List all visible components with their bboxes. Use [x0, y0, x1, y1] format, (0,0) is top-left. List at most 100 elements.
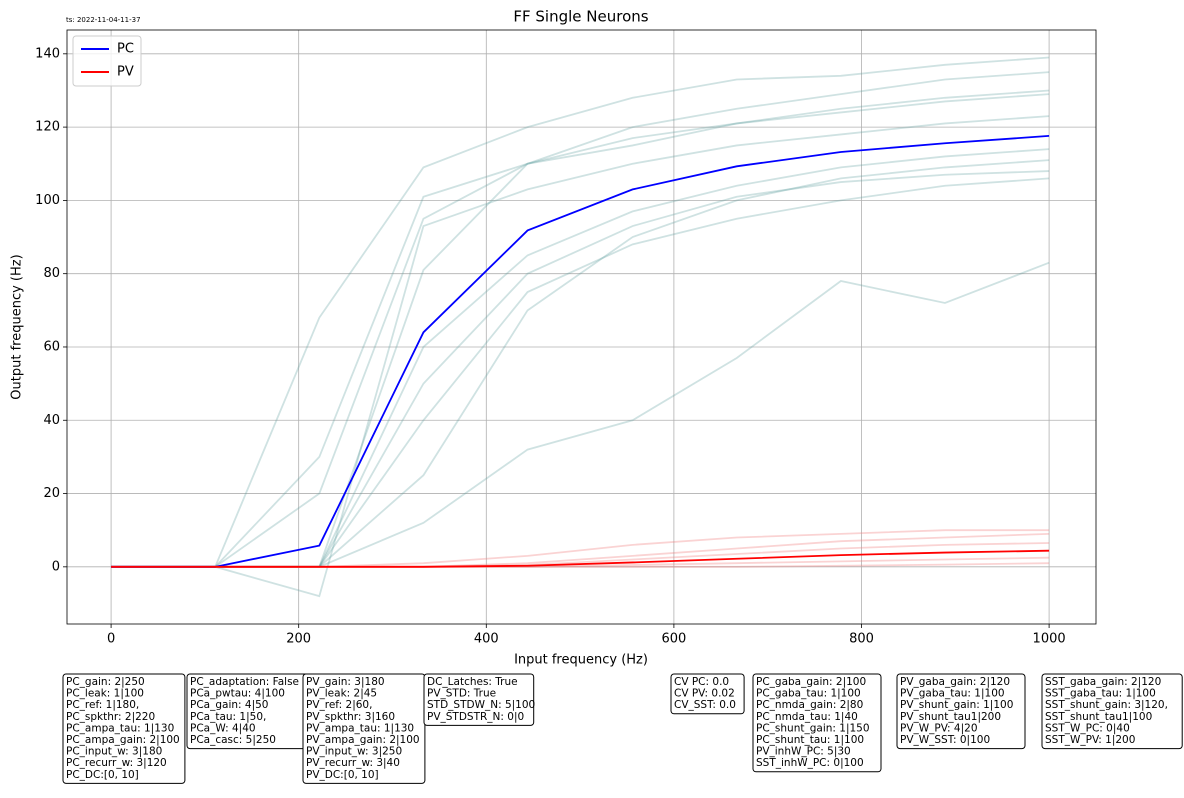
- param-text: PV_ampa_tau: 1|130: [306, 722, 414, 734]
- param-text: PV_shunt_gain: 1|100: [900, 699, 1013, 711]
- param-text: PV_recurr_w: 3|40: [306, 757, 400, 769]
- param-text: PV_spkthr: 3|160: [306, 711, 395, 723]
- timestamp: ts: 2022-11-04-11-37: [66, 16, 141, 24]
- param-text: PC_adaptation: False: [190, 676, 299, 688]
- param-text: PC_shunt_tau: 1|100: [756, 734, 864, 746]
- param-text: PV_ref: 2|60,: [306, 699, 372, 711]
- trace-line: [111, 177, 1050, 568]
- param-text: PCa_casc: 5|250: [190, 734, 276, 746]
- trace-line: [111, 89, 1050, 568]
- param-text: PCa_gain: 4|50: [190, 699, 268, 711]
- x-tick-label: 1000: [1033, 632, 1066, 647]
- series-line: [111, 549, 1050, 568]
- param-text: PV_DC:[0, 10]: [306, 769, 379, 781]
- trace-line: [111, 148, 1050, 568]
- trace-line: [111, 170, 1050, 568]
- param-text: PV_gain: 3|180: [306, 676, 385, 688]
- param-box-frame: [302, 673, 426, 784]
- y-tick-label: 0: [52, 559, 60, 574]
- y-tick-label: 100: [35, 193, 60, 208]
- param-text: PC_input_w: 3|180: [66, 746, 162, 758]
- param-text: PC_ampa_tau: 1|130: [66, 722, 174, 734]
- param-box-frame: [752, 673, 882, 773]
- param-text: PV_leak: 2|45: [306, 688, 377, 700]
- x-tick-label: 800: [849, 632, 874, 647]
- x-tick-label: 600: [661, 632, 686, 647]
- x-axis-label: Input frequency (Hz): [514, 653, 648, 668]
- param-box-frame: [423, 673, 535, 726]
- trace-line: [111, 56, 1050, 568]
- param-text: CV_SST: 0.0: [674, 699, 736, 711]
- param-box-frame: [670, 673, 745, 715]
- param-text: SST_shunt_gain: 3|120,: [1045, 699, 1168, 711]
- x-tick-label: 200: [286, 632, 311, 647]
- param-text: SST_gaba_tau: 1|100: [1045, 688, 1156, 700]
- series-line: [111, 135, 1050, 568]
- param-text: PC_nmda_tau: 1|40: [756, 711, 858, 723]
- param-text: PCa_W: 4|40: [190, 722, 256, 734]
- param-text: PV_inhW_PC: 5|30: [756, 746, 851, 758]
- y-tick-label: 140: [35, 46, 60, 61]
- param-text: PC_ampa_gain: 2|100: [66, 734, 180, 746]
- trace-line: [111, 93, 1050, 568]
- param-text: PV_W_PV: 4|20: [900, 722, 978, 734]
- plot-frame: [66, 29, 1097, 625]
- param-text: DC_Latches: True: [427, 676, 518, 688]
- param-text: PV_gaba_tau: 1|100: [900, 688, 1005, 700]
- param-text: CV PC: 0.0: [674, 676, 729, 688]
- param-text: PC_DC:[0, 10]: [66, 769, 139, 781]
- param-text: PV_shunt_tau1|200: [900, 711, 1001, 723]
- param-text: PC_ref: 1|180,: [66, 699, 139, 711]
- param-text: PCa_tau: 1|50,: [190, 711, 266, 723]
- y-tick-label: 40: [43, 413, 60, 428]
- param-text: PC_gaba_gain: 2|100: [756, 676, 866, 688]
- param-text: SST_W_PV: 1|200: [1045, 734, 1135, 746]
- param-text: SST_shunt_tau1|100: [1045, 711, 1152, 723]
- param-box-frame: [896, 673, 1026, 750]
- trace-line: [111, 159, 1050, 568]
- param-text: PV_gaba_gain: 2|120: [900, 676, 1010, 688]
- y-axis-label: Output frequency (Hz): [10, 254, 25, 399]
- y-tick-label: 60: [43, 339, 60, 354]
- legend-label: PV: [117, 65, 134, 80]
- y-tick-label: 120: [35, 120, 60, 135]
- param-box-frame: [1041, 673, 1183, 750]
- param-text: SST_inhW_PC: 0|100: [756, 757, 864, 769]
- param-text: PC_leak: 1|100: [66, 688, 144, 700]
- trace-line: [111, 529, 1050, 568]
- trace-line: [111, 71, 1050, 568]
- param-text: PV_STDSTR_N: 0|0: [427, 711, 524, 723]
- legend-label: PC: [117, 42, 134, 57]
- param-text: PC_recurr_w: 3|120: [66, 757, 167, 769]
- param-text: SST_gaba_gain: 2|120: [1045, 676, 1161, 688]
- x-tick-label: 0: [107, 632, 115, 647]
- trace-line: [111, 115, 1050, 598]
- x-tick-label: 400: [474, 632, 499, 647]
- param-text: PCa_pwtau: 4|100: [190, 688, 285, 700]
- param-text: PC_shunt_gain: 1|150: [756, 722, 870, 734]
- param-text: PV_W_SST: 0|100: [900, 734, 990, 746]
- y-tick-label: 20: [43, 486, 60, 501]
- param-text: PC_gain: 2|250: [66, 676, 145, 688]
- param-box-frame: [62, 673, 186, 784]
- y-tick-label: 80: [43, 266, 60, 281]
- param-text: PC_spkthr: 2|220: [66, 711, 155, 723]
- param-text: SST_W_PC: 0|40: [1045, 722, 1130, 734]
- param-text: STD_STDW_N: 5|100: [427, 699, 535, 711]
- trace-line: [111, 261, 1050, 568]
- param-text: PC_nmda_gain: 2|80: [756, 699, 863, 711]
- param-text: CV PV: 0.02: [674, 688, 735, 700]
- param-text: PV_ampa_gain: 2|100: [306, 734, 420, 746]
- param-text: PV_STD: True: [427, 688, 496, 700]
- chart-title: FF Single Neurons: [513, 8, 648, 26]
- param-text: PV_input_w: 3|250: [306, 746, 402, 758]
